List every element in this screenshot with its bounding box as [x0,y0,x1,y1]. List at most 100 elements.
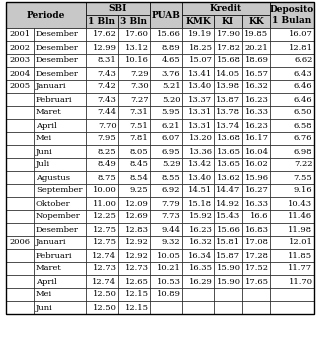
Text: 13.87: 13.87 [216,95,241,104]
Text: 9.25: 9.25 [130,186,148,194]
Bar [6,28,34,41]
Bar [34,210,86,223]
Text: 16.57: 16.57 [244,69,268,78]
Bar [270,145,314,158]
Bar [270,158,314,171]
Bar [6,54,34,67]
Bar [270,301,314,314]
Bar [86,145,118,158]
Bar [270,2,314,28]
Bar [150,2,182,28]
Bar [214,210,242,223]
Text: 15.96: 15.96 [244,173,268,181]
Text: Agustus: Agustus [36,173,70,181]
Bar [182,210,214,223]
Text: 16.23: 16.23 [244,95,268,104]
Text: 2006: 2006 [10,238,30,246]
Text: 1 Bln: 1 Bln [89,17,116,26]
Bar [182,275,214,288]
Bar [242,184,270,197]
Bar [6,158,34,171]
Text: 15.68: 15.68 [217,57,241,65]
Text: 16.6: 16.6 [250,212,268,220]
Text: 17.28: 17.28 [244,252,268,259]
Bar [150,80,182,93]
Text: 4.65: 4.65 [162,57,180,65]
Text: 10.21: 10.21 [156,265,180,272]
Bar [150,249,182,262]
Text: 12.81: 12.81 [289,44,313,52]
Bar [242,132,270,145]
Bar [214,41,242,54]
Bar [242,223,270,236]
Bar [214,28,242,41]
Text: 15.43: 15.43 [216,212,241,220]
Bar [214,54,242,67]
Bar [182,67,214,80]
Text: Desember: Desember [36,31,79,39]
Bar [182,197,214,210]
Bar [150,184,182,197]
Text: 19.19: 19.19 [188,31,212,39]
Bar [214,93,242,106]
Text: 15.81: 15.81 [216,238,241,246]
Bar [242,106,270,119]
Text: April: April [36,278,57,285]
Bar [86,2,150,15]
Bar [118,41,150,54]
Bar [6,2,314,314]
Text: 18.25: 18.25 [188,44,212,52]
Text: 7.55: 7.55 [294,173,313,181]
Bar [214,67,242,80]
Bar [118,67,150,80]
Text: 9.16: 9.16 [294,186,313,194]
Text: 7.44: 7.44 [98,108,116,117]
Bar [6,249,34,262]
Text: 7.27: 7.27 [130,95,148,104]
Text: KMK: KMK [185,17,211,26]
Text: 12.99: 12.99 [92,44,116,52]
Bar [34,67,86,80]
Text: 6.07: 6.07 [162,134,180,143]
Bar [118,106,150,119]
Text: 13.31: 13.31 [188,108,212,117]
Bar [270,93,314,106]
Bar [34,262,86,275]
Bar [118,249,150,262]
Bar [242,158,270,171]
Bar [6,184,34,197]
Text: 20.21: 20.21 [245,44,268,52]
Text: 16.33: 16.33 [244,199,268,207]
Bar [150,28,182,41]
Text: 8.55: 8.55 [162,173,180,181]
Bar [34,288,86,301]
Text: Deposito
1 Bulan: Deposito 1 Bulan [270,5,314,25]
Bar [242,275,270,288]
Bar [118,15,150,28]
Bar [182,80,214,93]
Bar [86,171,118,184]
Bar [86,15,118,28]
Bar [6,93,34,106]
Bar [214,106,242,119]
Text: 13.98: 13.98 [216,82,241,91]
Text: 16.33: 16.33 [244,108,268,117]
Text: 15.90: 15.90 [217,265,241,272]
Text: 13.62: 13.62 [217,173,241,181]
Text: 17.08: 17.08 [244,238,268,246]
Bar [118,132,150,145]
Bar [6,106,34,119]
Bar [118,119,150,132]
Text: 7.51: 7.51 [130,121,148,130]
Bar [150,301,182,314]
Text: 10.05: 10.05 [156,252,180,259]
Bar [242,145,270,158]
Bar [214,171,242,184]
Bar [34,28,86,41]
Text: 5.21: 5.21 [162,82,180,91]
Text: Juni: Juni [36,147,53,155]
Bar [214,119,242,132]
Text: Desember: Desember [36,225,79,233]
Text: 2001: 2001 [9,31,31,39]
Bar [182,249,214,262]
